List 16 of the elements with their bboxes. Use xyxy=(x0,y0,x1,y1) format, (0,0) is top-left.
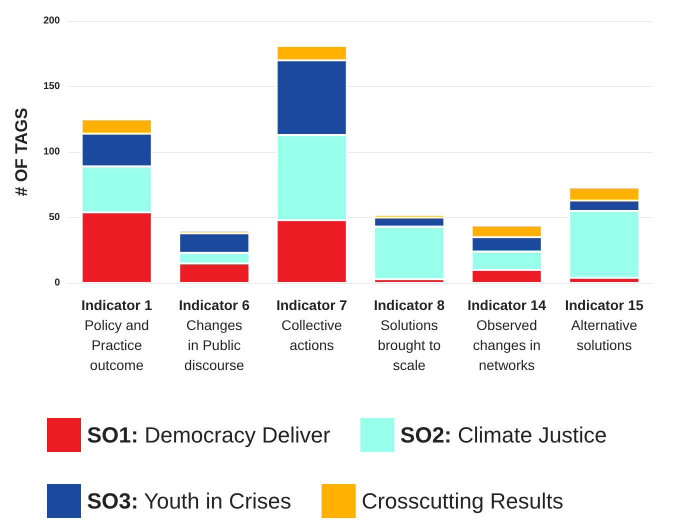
legend-label: SO2: Climate Justice xyxy=(400,422,607,448)
x-tick-label: Indicator 15 Alternative solutions xyxy=(564,297,644,353)
x-tick-label: Indicator 6 Changes in Public discourse xyxy=(178,297,250,373)
y-tick-label: 0 xyxy=(54,278,60,288)
legend-label: SO1: Democracy Deliver xyxy=(87,422,330,448)
x-tick-label: Indicator 7 Collective actions xyxy=(276,297,348,353)
legend-label: SO3: Youth in Crises xyxy=(87,488,292,514)
y-axis-title: # OF TAGS xyxy=(12,108,31,196)
x-tick-label: Indicator 14 Observed changes in networks xyxy=(467,297,546,373)
x-tick-label: Indicator 8 Solutions brought to scale xyxy=(374,297,445,373)
x-tick-label: Indicator 1 Policy and Practice outcome xyxy=(81,297,152,373)
y-tick-label: 100 xyxy=(43,146,60,158)
y-tick-label: 150 xyxy=(43,81,60,92)
y-tick-label: 200 xyxy=(43,16,60,26)
legend-label: Crosscutting Results xyxy=(362,488,564,514)
y-tick-label: 50 xyxy=(48,212,60,223)
